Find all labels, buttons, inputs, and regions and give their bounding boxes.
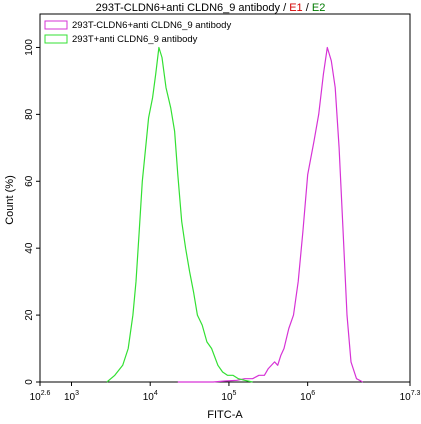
x-tick-base: 10: [30, 392, 42, 403]
y-tick-label: 0: [24, 379, 35, 385]
x-tick-base: 10: [300, 392, 312, 403]
series-line-1: [177, 46, 364, 383]
x-tick-label: 103: [64, 390, 79, 403]
x-tick-exponent: 2.6: [41, 390, 51, 397]
plot-area: [39, 13, 411, 383]
series-layer: [106, 46, 364, 383]
x-tick-label: 106: [300, 390, 315, 403]
legend-label-2: 293T+anti CLDN6_9 antibody: [72, 34, 198, 45]
y-tick-label: 40: [24, 242, 35, 254]
plot-border: [39, 13, 411, 383]
legend: 293T-CLDN6+anti CLDN6_9 antibody 293T+ant…: [44, 20, 231, 45]
legend-swatch-1: [44, 20, 68, 30]
chart-title-text: 293T-CLDN6+anti CLDN6_9 antibody: [95, 2, 281, 14]
y-tick-label: 100: [24, 39, 35, 56]
x-axis-label: FITC-A: [207, 409, 243, 421]
x-tick-base: 10: [64, 392, 76, 403]
chart-title: 293T-CLDN6+anti CLDN6_9 antibody / E1 / …: [0, 2, 421, 14]
x-tick-exponent: 5: [233, 390, 237, 397]
y-tick-label: 20: [24, 309, 35, 321]
title-gate-e1: E1: [289, 2, 303, 14]
title-gate-e2: E2: [311, 2, 326, 14]
x-tick-base: 10: [400, 392, 412, 403]
x-tick-exponent: 7.3: [411, 390, 421, 397]
x-tick-exponent: 6: [311, 390, 315, 397]
x-tick-label: 104: [143, 390, 158, 403]
y-tick-label: 80: [24, 108, 35, 120]
x-tick-label: 102.6: [30, 390, 51, 403]
legend-label-1: 293T-CLDN6+anti CLDN6_9 antibody: [72, 20, 231, 31]
y-axis-label: Count (%): [4, 175, 16, 225]
x-tick-label: 107.3: [400, 390, 421, 403]
x-tick-label: 105: [221, 390, 236, 403]
x-tick-base: 10: [221, 392, 233, 403]
title-separator-1: /: [283, 2, 287, 14]
x-tick-base: 10: [143, 392, 155, 403]
x-tick-exponent: 3: [75, 390, 79, 397]
y-tick-label: 60: [24, 175, 35, 187]
title-separator-2: /: [305, 2, 309, 14]
x-tick-exponent: 4: [154, 390, 158, 397]
series-line-2: [106, 46, 253, 383]
legend-swatch-2: [44, 34, 68, 44]
